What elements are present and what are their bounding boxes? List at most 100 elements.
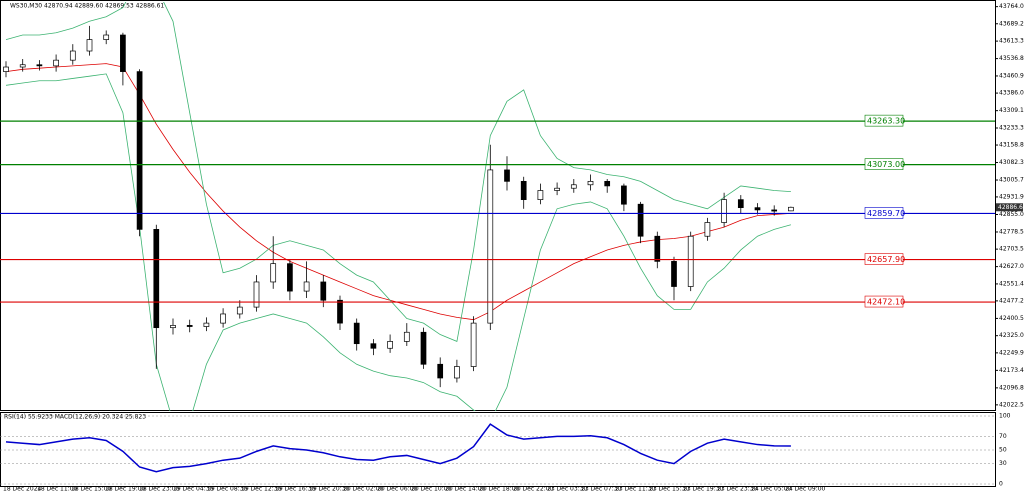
indicator-panel (0, 412, 996, 487)
candle-body (554, 187, 560, 191)
candle-body (387, 341, 393, 349)
candle-body (754, 207, 761, 211)
x-tick-label: 19 Dec 08:30 (207, 486, 248, 493)
x-tick-label: 23 Dec 03:30 (547, 486, 588, 493)
candle-body (771, 209, 778, 212)
candle-body (587, 180, 594, 186)
y-tick-label: 42931.90 (999, 193, 1024, 200)
level-label: 43073.00 (867, 160, 905, 169)
x-tick-label: 20 Dec 14:00 (445, 486, 486, 493)
x-tick-label: 20 Dec 10:00 (411, 486, 452, 493)
level-label: 42657.90 (867, 255, 905, 264)
indicator-tick-label: 0 (999, 481, 1003, 488)
candle-body (504, 169, 510, 182)
y-tick-label: 42022.50 (999, 401, 1024, 408)
level-label: 42859.70 (867, 209, 905, 218)
x-tick-label: 20 Dec 06:00 (377, 486, 418, 493)
indicator-tick-label: 70 (999, 433, 1007, 440)
candle-body (420, 331, 427, 365)
y-tick-label: 43386.00 (999, 90, 1024, 97)
x-tick-label: 19 Dec 20:30 (309, 486, 350, 493)
candle-body (103, 34, 110, 40)
y-tick-label: 42855.00 (999, 211, 1024, 218)
chart-title: WS30,M30 42870.94 42889.60 42869.53 4288… (10, 3, 164, 10)
candle-body (203, 322, 210, 327)
candle-body (470, 322, 477, 367)
indicator-tick-label: 50 (999, 447, 1007, 454)
x-tick-label: 18 Dec 2024 (3, 486, 42, 493)
candle-body (170, 325, 176, 329)
candle-body (437, 363, 444, 379)
level-box (864, 207, 904, 219)
candle-body (69, 50, 76, 61)
y-tick-label: 43233.30 (999, 125, 1024, 132)
candle-body (186, 325, 193, 327)
candle-body (671, 261, 677, 287)
candle-body (370, 343, 377, 349)
x-tick-label: 23 Dec 07:30 (581, 486, 622, 493)
candle-body (570, 184, 577, 189)
x-tick-label: 18 Dec 23:00 (139, 486, 180, 493)
x-tick-label: 19 Dec 12:30 (241, 486, 282, 493)
level-box (864, 295, 904, 308)
y-tick-label: 43764.05 (999, 3, 1024, 10)
candle-body (788, 206, 794, 212)
x-tick-label: 19 Dec 04:30 (173, 486, 214, 493)
candle-body (3, 66, 9, 72)
y-tick-label: 42325.00 (999, 332, 1024, 339)
price-tag-label: 42886.61 (998, 204, 1024, 211)
y-tick-label: 42778.55 (999, 228, 1024, 235)
x-tick-label: 23 Dec 23:30 (717, 486, 758, 493)
candle-body (253, 281, 260, 308)
x-tick-label: 20 Dec 18:00 (479, 486, 520, 493)
y-tick-label: 43536.80 (999, 55, 1024, 62)
y-tick-label: 42627.00 (999, 263, 1024, 270)
price-panel (0, 0, 996, 411)
candle-body (621, 185, 627, 205)
x-tick-label: 23 Dec 11:30 (615, 486, 656, 493)
candle-body (454, 366, 460, 379)
candle-body (53, 59, 59, 67)
indicator-line (5, 2, 791, 342)
x-tick-label: 18 Dec 19:00 (105, 486, 146, 493)
plot (3, 2, 794, 411)
level-box (864, 158, 904, 170)
x-tick-label: 20 Dec 22:00 (513, 486, 554, 493)
level-label: 43263.30 (867, 117, 905, 126)
candle-body (721, 199, 727, 223)
x-tick-label: 24 Dec 05:00 (751, 486, 792, 493)
candle-body (303, 281, 310, 292)
level-box (864, 114, 904, 127)
x-tick-label: 19 Dec 16:30 (275, 486, 316, 493)
indicator-tick-label: 30 (999, 460, 1007, 467)
y-tick-label: 42400.55 (999, 315, 1024, 322)
x-tick-label: 18 Dec 11:00 (37, 486, 78, 493)
y-tick-label: 43460.95 (999, 72, 1024, 79)
candle-body (86, 39, 93, 52)
x-tick-label: 23 Dec 15:30 (649, 486, 690, 493)
y-tick-label: 42703.55 (999, 246, 1024, 253)
candle-body (353, 322, 360, 345)
y-tick-label: 42249.90 (999, 349, 1024, 356)
y-tick-label: 43158.80 (999, 142, 1024, 149)
candle-body (337, 299, 343, 324)
y-tick-label: 42173.40 (999, 367, 1024, 374)
candle-body (654, 235, 661, 262)
candle-body (220, 313, 226, 324)
candle-body (687, 235, 694, 287)
x-tick-label: 24 Dec 09:00 (785, 486, 826, 493)
y-tick-label: 42551.40 (999, 280, 1024, 287)
candle-body (153, 229, 160, 329)
candle-body (403, 331, 410, 342)
candle-body (287, 263, 293, 292)
candle-body (704, 222, 711, 237)
candle-body (520, 180, 527, 200)
y-tick-label: 42096.80 (999, 384, 1024, 391)
candle-body (19, 64, 26, 68)
rsi-line (5, 423, 791, 473)
x-tick-label: 20 Dec 02:00 (343, 486, 384, 493)
candle-body (487, 169, 494, 324)
level-box (864, 253, 904, 265)
price-tag (996, 203, 1023, 212)
